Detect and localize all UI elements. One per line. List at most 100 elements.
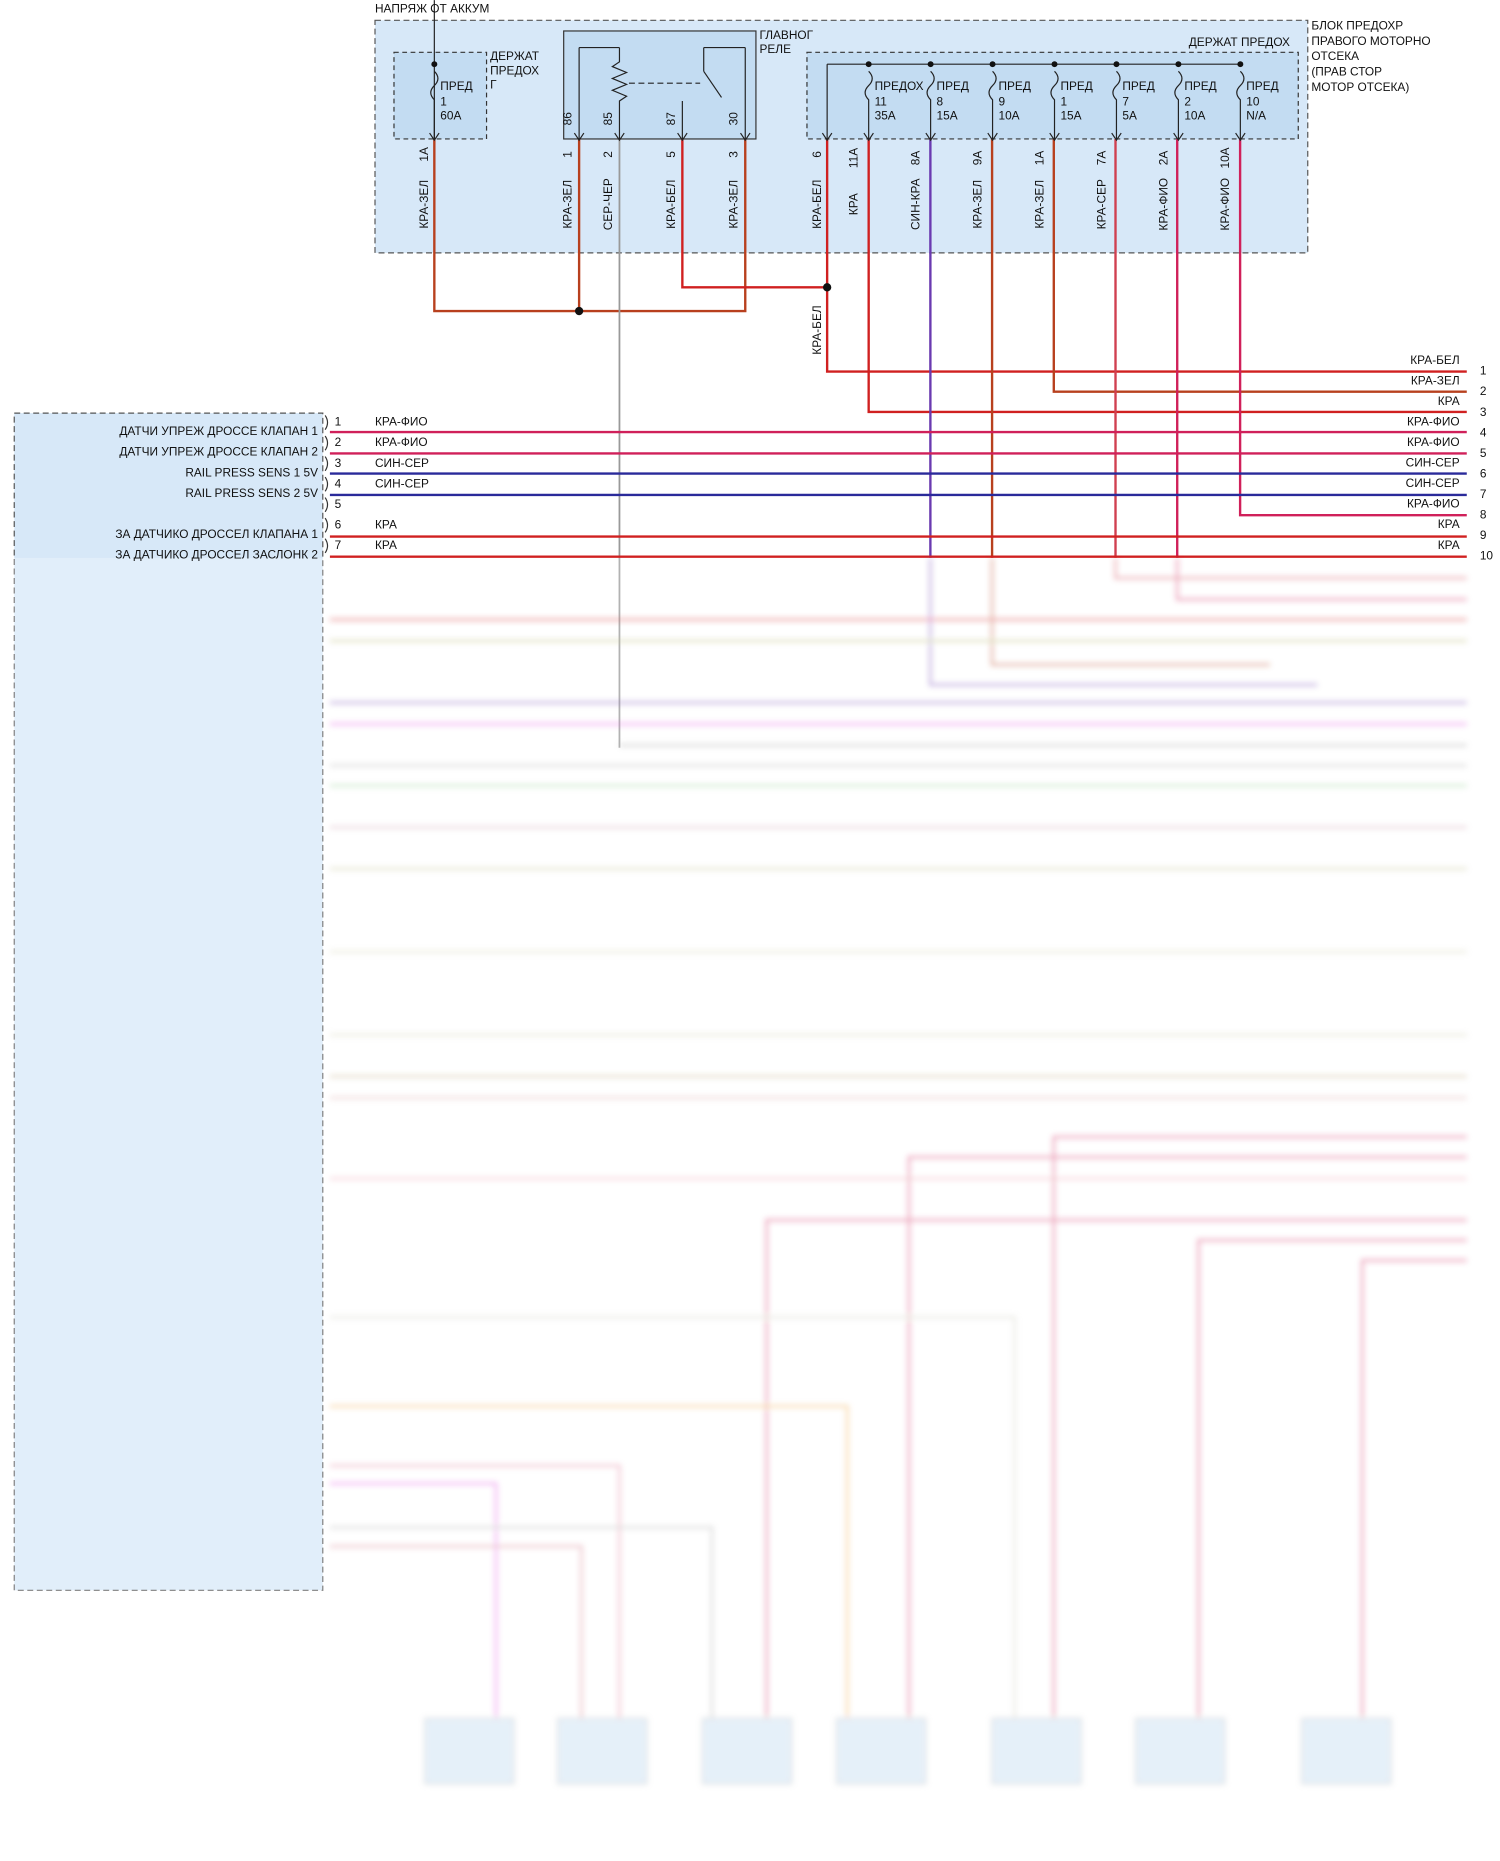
pin-label: 8A (909, 151, 923, 166)
fuse-rating: N/A (1246, 109, 1266, 123)
wire-label: КРА (375, 538, 397, 552)
wire-label: КРА-ФИО (375, 435, 428, 449)
wire-label: СЕР-ЧЕР (601, 178, 615, 230)
pin-arrow (573, 132, 585, 142)
pin-number: 2 (335, 435, 342, 449)
fuse-number: 9 (998, 94, 1005, 108)
fuse-name: ПРЕД (1060, 79, 1092, 93)
pin-number: 6 (335, 517, 342, 531)
fuse-rating: 10A (1184, 109, 1205, 123)
relay-label: ГЛАВНОГ (759, 28, 813, 42)
fuse-number: 7 (1122, 94, 1129, 108)
fuse-symbol (1112, 70, 1121, 139)
pin-arrow (821, 132, 833, 142)
wire-label: КРА-ЗЕЛ (1032, 180, 1046, 229)
fuse-block-title: БЛОК ПРЕДОХР (1311, 18, 1403, 32)
pin-number: 1 (335, 415, 342, 429)
pin-arrow (987, 132, 998, 142)
fuse-block-title: ПРАВОГО МОТОРНО (1311, 34, 1430, 48)
fuse-symbol (988, 70, 997, 139)
wire-label: КРА (1438, 538, 1460, 552)
pin-label: 1A (417, 147, 431, 162)
node (431, 61, 438, 68)
pin-number: 7 (335, 538, 342, 552)
relay-symbol (578, 46, 746, 139)
fuse-symbol (864, 70, 873, 139)
module-box (13, 412, 324, 1591)
module-row-label: ЗА ДАТЧИКО ДРОССЕЛ ЗАСЛОНК 2 (115, 547, 318, 561)
pin-arrow (1111, 132, 1122, 142)
pin-label: 7A (1094, 151, 1108, 166)
wire-label: СИН-СЕР (1406, 456, 1460, 470)
blurred-area (329, 557, 1467, 1785)
module-row-label: RAIL PRESS SENS 2 5V (185, 486, 318, 500)
battery-label: НАПРЯЖ ОТ АККУМ (375, 2, 489, 16)
fuse-name: ПРЕД (1184, 79, 1216, 93)
pin-label: 3 (727, 151, 741, 158)
fuse-block-title: (ПРАВ СТОР (1311, 65, 1382, 79)
pin-number: 4 (1480, 425, 1487, 439)
fuse-block-title: ОТСЕКА (1311, 49, 1359, 63)
pin-number: 7 (1480, 487, 1487, 501)
module-row-label: ДАТЧИ УПРЕЖ ДРОССЕ КЛАПАН 2 (119, 445, 318, 459)
relay-terminal: 86 (561, 112, 575, 126)
pin-arrow (677, 132, 688, 142)
pin-number: 10 (1480, 548, 1494, 562)
pin-bracket (324, 415, 329, 431)
fuse-rating: 15A (1060, 109, 1081, 123)
fuse-block-title: МОТОР ОТСЕКА) (1311, 80, 1409, 94)
relay-terminal: 85 (601, 112, 615, 126)
node (989, 61, 996, 68)
pin-bracket (324, 476, 329, 492)
wire-label: КРА-БЕЛ (810, 180, 824, 229)
fuse-symbol (1050, 70, 1059, 139)
fuse-name: ПРЕД (440, 79, 472, 93)
wire-label: КРА (847, 193, 861, 215)
wire-label: КРА-БЕЛ (1410, 353, 1459, 367)
pin-bracket (324, 538, 329, 554)
pin-arrow (614, 132, 625, 142)
holder-label: Г (490, 78, 497, 92)
fuse-symbol (1236, 70, 1245, 139)
splice (574, 306, 584, 316)
pin-arrow (863, 132, 874, 142)
node (1175, 61, 1182, 68)
node (865, 61, 872, 68)
holder-label: ДЕРЖАТ (490, 49, 539, 63)
pin-number: 2 (1480, 384, 1487, 398)
fuse-name: ПРЕД (998, 79, 1030, 93)
wire-label: КРА-ЗЕЛ (970, 180, 984, 229)
wires (329, 138, 1467, 748)
pin-number: 5 (1480, 446, 1487, 460)
pin-number: 9 (1480, 528, 1487, 542)
pin-label: 11A (847, 148, 861, 168)
wire-label: СИН-СЕР (375, 456, 429, 470)
fuse-name: ПРЕД (1246, 79, 1278, 93)
fuse-number: 10 (1246, 94, 1260, 108)
fuse-holder-box (806, 51, 1299, 140)
pin-arrow (1049, 132, 1060, 142)
fuse-name: ПРЕД (1122, 79, 1154, 93)
fuse-number: 8 (937, 94, 944, 108)
module-row-label: RAIL PRESS SENS 1 5V (185, 465, 318, 479)
wire-label: КРА-СЕР (1094, 179, 1108, 229)
fuse-rating: 10A (998, 109, 1019, 123)
splice (822, 283, 832, 292)
wire-label: КРА-ЗЕЛ (417, 180, 431, 229)
wire-label: КРА-ФИО (1407, 415, 1460, 429)
pin-arrow (1173, 132, 1184, 142)
pin-number: 1 (1480, 364, 1487, 378)
relay-box (563, 30, 757, 140)
wire-label: КРА (375, 517, 397, 531)
fuse-symbol (926, 70, 935, 139)
pin-label: 1A (1032, 151, 1046, 166)
fuse-name: ПРЕДОХ (875, 79, 924, 93)
pin-arrow (925, 132, 936, 142)
pin-label: 10A (1218, 147, 1232, 168)
fuse-number: 11 (875, 94, 888, 108)
wire-label: КРА-БЕЛ (664, 180, 678, 229)
fuse-rating: 5A (1122, 109, 1137, 123)
relay-terminal: 87 (664, 112, 678, 125)
module-row-label: ЗА ДАТЧИКО ДРОССЕЛ КЛАПАНА 1 (115, 527, 318, 541)
